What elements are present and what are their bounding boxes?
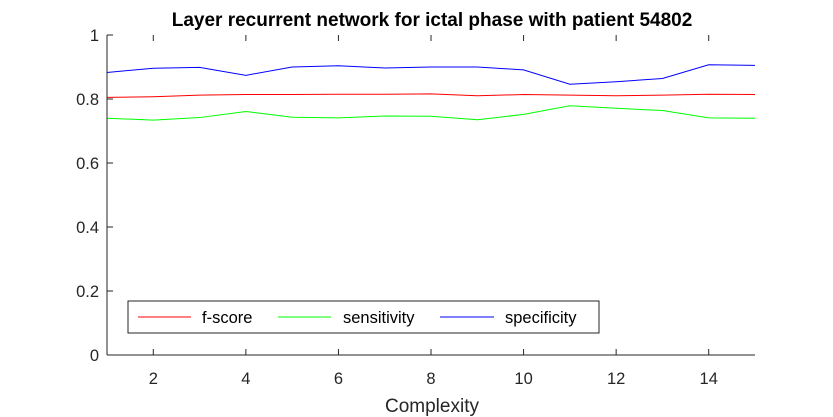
x-ticks: 2 4 6 8 10 12 14 — [149, 35, 718, 388]
y-tick-label: 0.8 — [76, 91, 99, 109]
chart-title: Layer recurrent network for ictal phase … — [172, 10, 693, 31]
legend-label-f-score: f-score — [202, 309, 252, 327]
series-line-sensitivity — [106, 105, 756, 121]
x-tick-label: 14 — [700, 370, 718, 388]
series-line-f-score — [106, 93, 756, 98]
legend-label-sensitivity: sensitivity — [343, 309, 415, 327]
x-tick-label: 8 — [426, 370, 435, 388]
x-tick-label: 10 — [514, 370, 532, 388]
y-ticks: 0 0.2 0.4 0.6 0.8 1 — [76, 27, 113, 365]
x-axis-label: Complexity — [385, 396, 479, 417]
y-tick-label: 0.6 — [76, 155, 99, 173]
y-tick-label: 0 — [90, 347, 99, 365]
y-tick-label: 0.4 — [76, 219, 99, 237]
plot-lines — [106, 64, 756, 121]
x-tick-label: 12 — [607, 370, 625, 388]
x-tick-label: 6 — [334, 370, 343, 388]
y-tick-label: 1 — [90, 27, 99, 45]
x-tick-label: 2 — [149, 370, 158, 388]
legend: f-score sensitivity specificity — [127, 300, 600, 334]
series-line-specificity — [106, 64, 756, 85]
legend-box — [127, 300, 600, 334]
x-tick-label: 4 — [241, 370, 250, 388]
y-tick-label: 0.2 — [76, 283, 99, 301]
legend-label-specificity: specificity — [505, 309, 577, 327]
